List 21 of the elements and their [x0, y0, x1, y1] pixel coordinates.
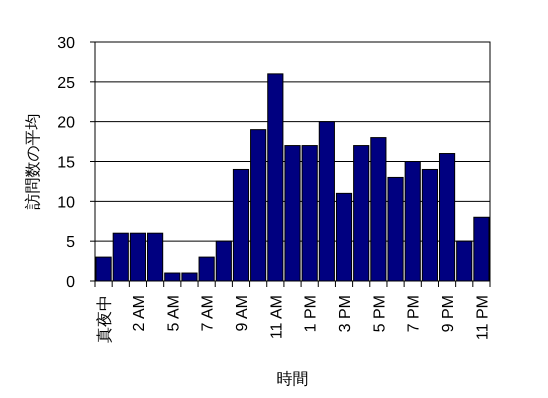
x-axis-title: 時間: [276, 370, 308, 388]
y-tick-label: 0: [66, 274, 76, 291]
x-tick-label: 1 PM: [302, 295, 320, 332]
x-tick-label: 真夜中: [96, 295, 114, 343]
x-tick-label: 3 PM: [337, 295, 354, 332]
x-tick-label: 2 AM: [130, 295, 148, 332]
x-tick-label: 11 AM: [268, 295, 286, 340]
y-tick-label: 20: [57, 114, 76, 132]
x-tick-label: 9 PM: [440, 295, 458, 332]
y-axis-title: 訪問数の平均: [24, 114, 42, 210]
y-tick-label: 15: [57, 154, 76, 172]
x-tick-label: 11 PM: [474, 295, 492, 340]
x-tick-label: 5 PM: [371, 295, 388, 332]
x-tick-label: 9 AM: [234, 295, 251, 332]
x-tick-label: 7 PM: [406, 295, 423, 332]
y-tick-label: 25: [57, 74, 76, 92]
y-tick-label: 30: [57, 35, 76, 52]
y-tick-label: 5: [66, 234, 76, 252]
x-tick-label: 7 AM: [200, 295, 217, 332]
y-tick-label: 10: [57, 194, 76, 212]
x-tick-label: 5 AM: [165, 295, 182, 332]
